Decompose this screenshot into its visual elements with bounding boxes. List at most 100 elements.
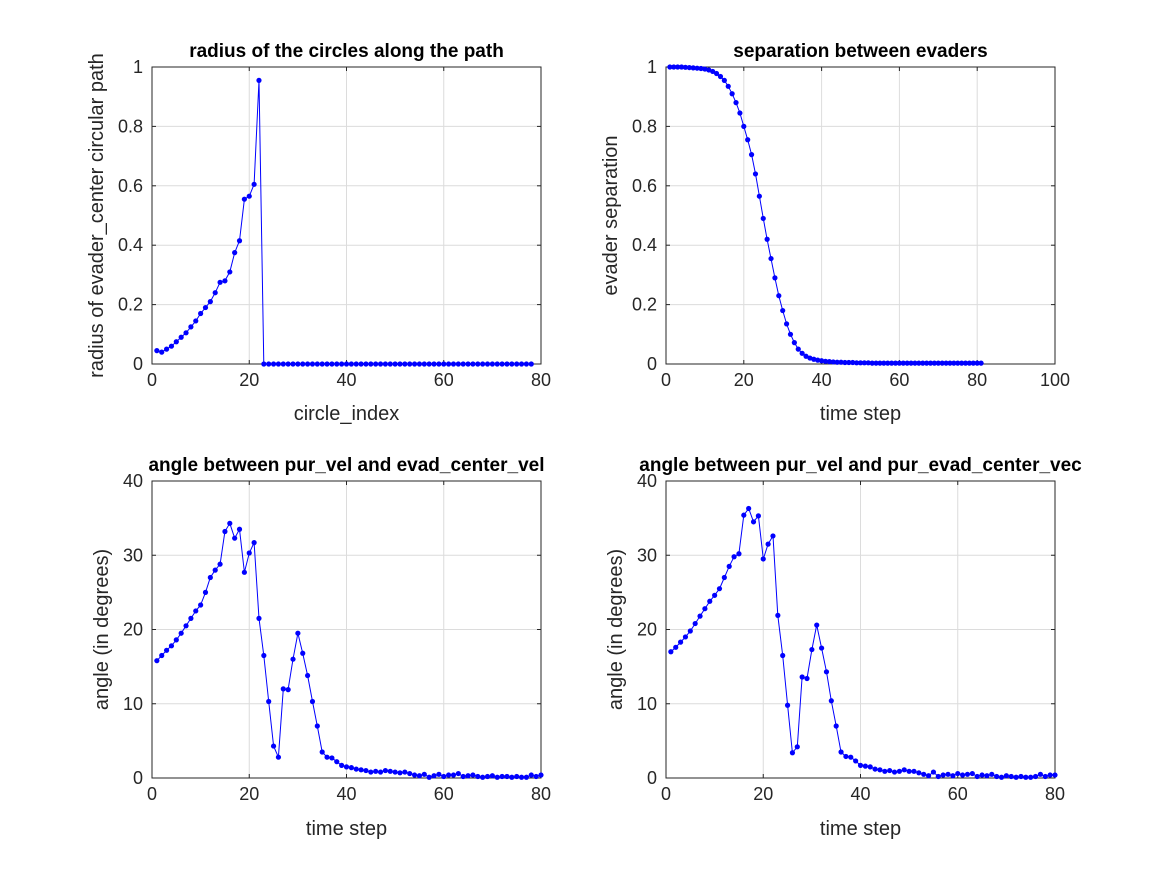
data-point	[731, 554, 737, 560]
data-point	[373, 361, 379, 367]
data-point	[702, 606, 708, 612]
data-point	[509, 774, 515, 780]
data-point	[514, 361, 520, 367]
data-point	[783, 321, 790, 327]
data-point	[309, 361, 316, 367]
data-point	[668, 649, 674, 655]
data-point	[533, 773, 539, 780]
plot-area	[666, 67, 1055, 364]
data-point	[935, 360, 941, 366]
x-tick-label: 80	[1045, 784, 1065, 804]
data-point	[764, 236, 770, 242]
data-point	[227, 520, 233, 526]
data-point	[889, 360, 895, 366]
data-point	[373, 768, 379, 774]
data-point	[795, 346, 801, 352]
data-point	[752, 171, 759, 177]
data-point	[768, 255, 774, 262]
data-point	[698, 65, 704, 72]
data-point	[755, 513, 761, 519]
data-point	[431, 361, 437, 367]
data-point	[882, 768, 888, 774]
y-tick-label: 0.8	[118, 116, 143, 136]
data-point	[421, 771, 427, 777]
data-point	[713, 70, 720, 77]
data-point	[978, 360, 984, 366]
data-point	[791, 340, 797, 346]
data-point	[833, 723, 839, 729]
x-axis-label: time step	[820, 818, 901, 840]
data-point	[814, 622, 820, 628]
data-point	[697, 613, 703, 619]
data-point	[270, 361, 277, 367]
data-point	[163, 346, 170, 352]
data-point	[896, 360, 903, 366]
data-point	[280, 361, 286, 367]
data-point	[159, 652, 165, 659]
data-point	[494, 774, 500, 780]
data-point	[499, 773, 505, 780]
data-point	[921, 771, 927, 777]
y-tick-label: 0	[133, 768, 143, 788]
data-point	[737, 110, 743, 116]
data-point	[822, 358, 829, 364]
y-tick-label: 10	[637, 694, 657, 714]
data-point	[787, 331, 794, 337]
data-point	[198, 602, 204, 608]
data-point	[872, 766, 878, 772]
data-point	[504, 773, 510, 780]
data-point	[931, 360, 938, 366]
data-point	[892, 360, 899, 366]
data-point	[256, 615, 262, 621]
data-point	[173, 339, 179, 345]
data-point	[514, 773, 520, 780]
data-point	[168, 643, 175, 649]
data-point	[377, 361, 384, 367]
data-point	[188, 324, 194, 330]
data-point	[974, 360, 980, 366]
data-point	[916, 770, 922, 776]
x-tick-label: 60	[889, 370, 909, 390]
data-point	[775, 612, 781, 618]
data-point	[178, 334, 184, 340]
data-point	[193, 318, 199, 324]
data-point	[729, 91, 735, 97]
data-point	[480, 774, 486, 780]
data-point	[212, 290, 218, 296]
data-point	[421, 361, 427, 367]
data-point	[848, 754, 854, 760]
data-point	[865, 360, 871, 366]
data-point	[480, 361, 486, 367]
data-point	[475, 361, 481, 367]
data-point	[750, 519, 757, 525]
data-point	[877, 360, 883, 366]
data-point	[842, 359, 848, 366]
data-point	[951, 360, 957, 366]
data-point	[465, 361, 471, 367]
data-point	[887, 767, 893, 774]
data-point	[159, 349, 165, 355]
y-tick-label: 20	[637, 620, 657, 640]
data-point	[725, 83, 731, 89]
data-point	[348, 765, 354, 771]
data-point	[906, 768, 912, 774]
data-point	[881, 360, 887, 366]
y-tick-label: 0.2	[632, 295, 657, 315]
data-point	[407, 770, 413, 777]
data-point	[736, 551, 742, 557]
data-point	[1028, 774, 1034, 780]
data-point	[900, 360, 906, 366]
data-point	[760, 215, 766, 222]
data-point	[815, 357, 821, 363]
data-point	[426, 361, 432, 367]
x-tick-label: 60	[434, 370, 454, 390]
data-point	[329, 361, 335, 367]
data-point	[436, 771, 442, 777]
data-point	[950, 773, 956, 779]
data-point	[780, 652, 786, 659]
data-point	[924, 360, 930, 366]
data-point	[969, 770, 975, 777]
data-point	[387, 768, 393, 774]
y-tick-label: 0.8	[632, 116, 657, 136]
y-tick-label: 0	[133, 354, 143, 374]
